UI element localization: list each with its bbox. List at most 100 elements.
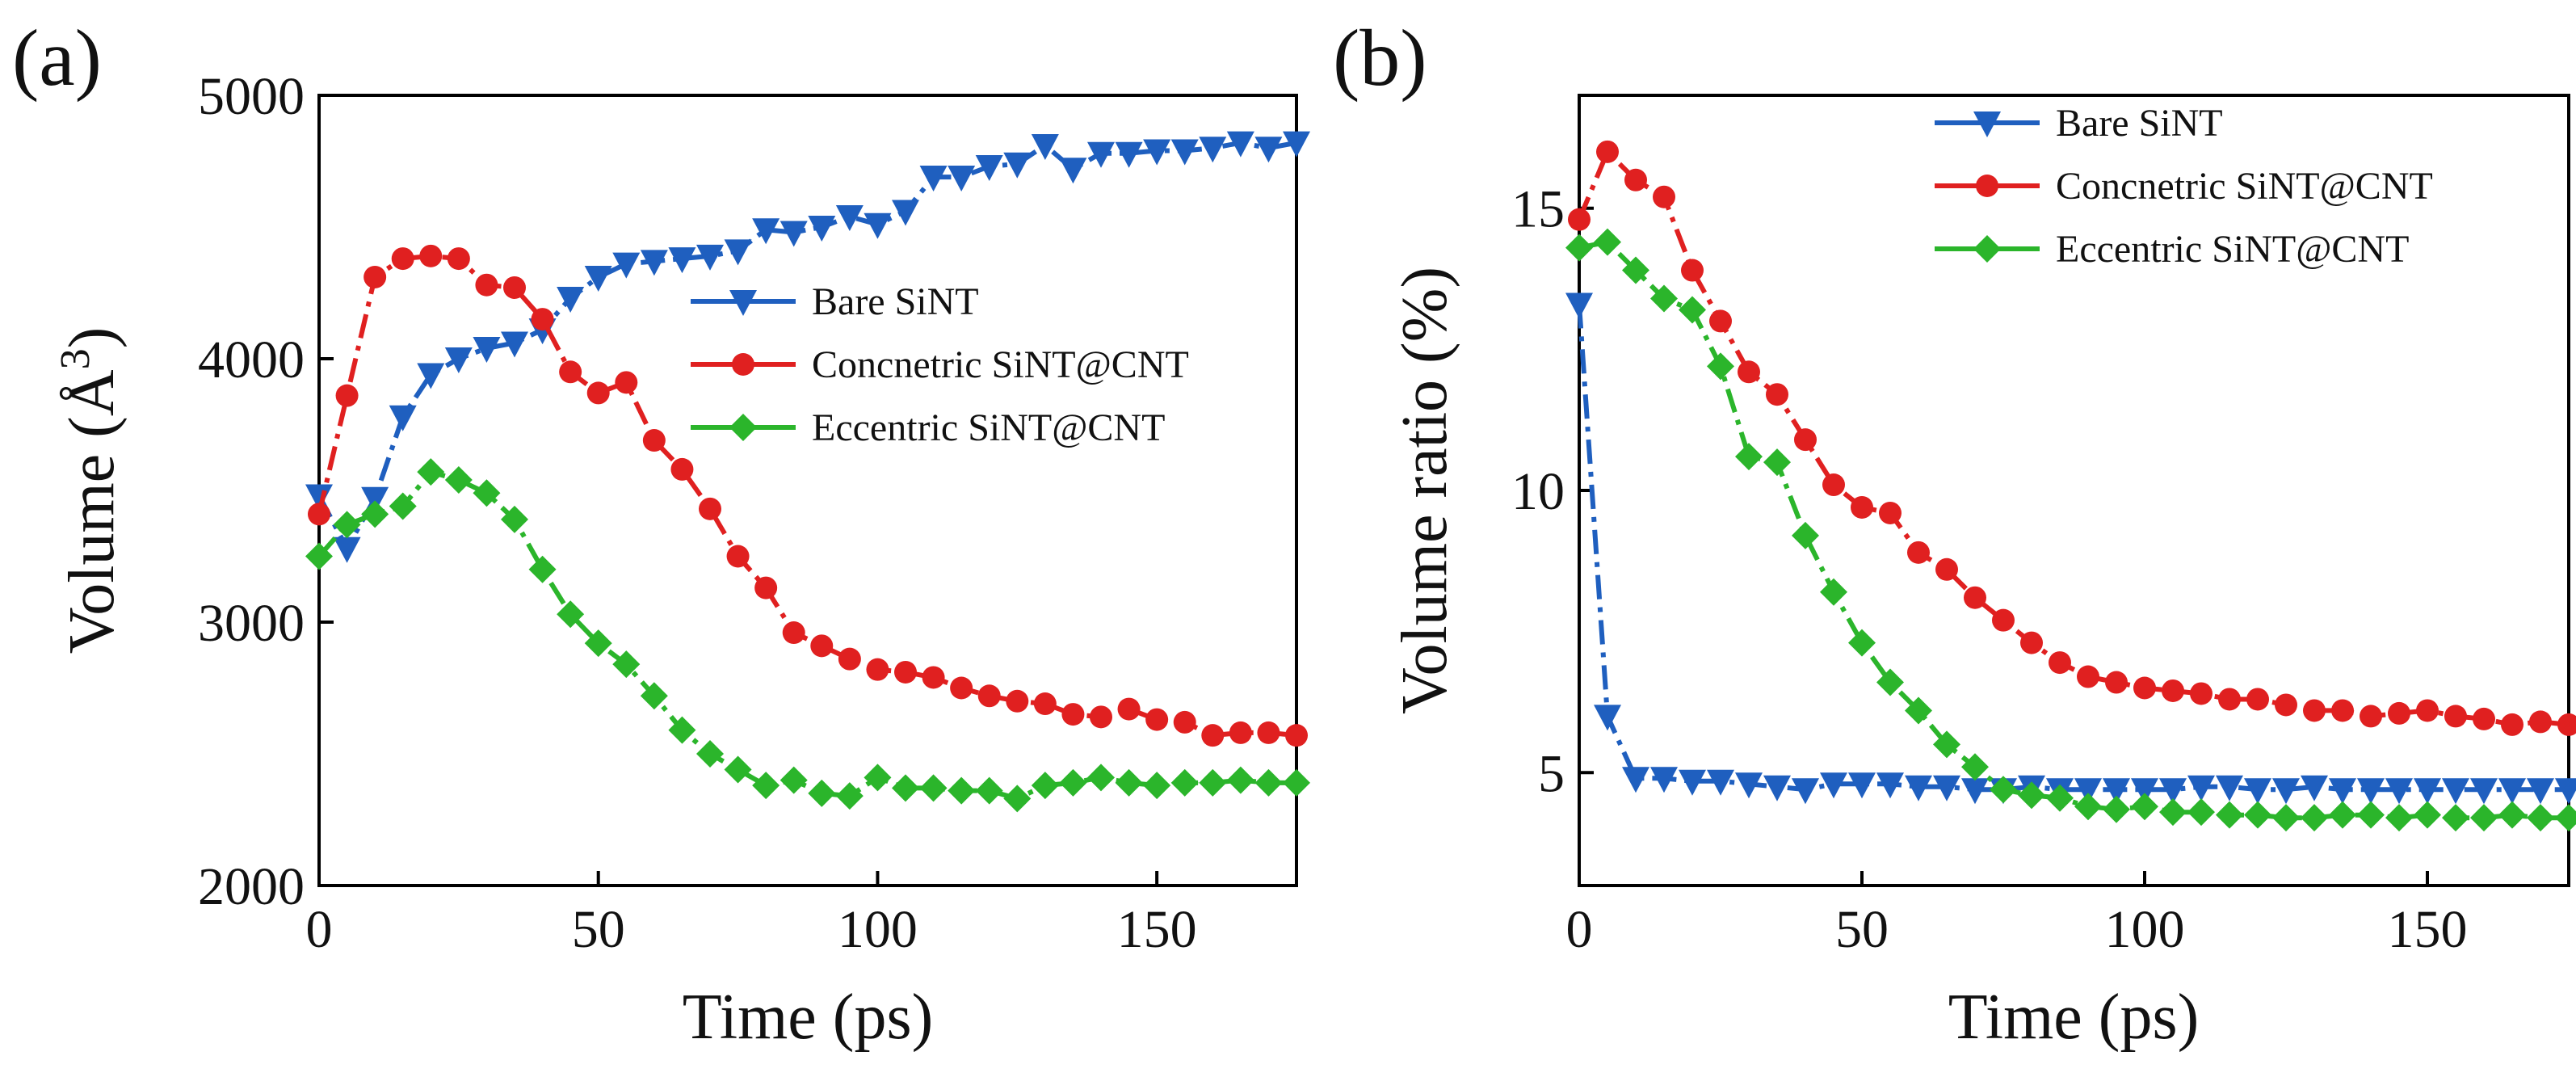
data-point	[2442, 804, 2469, 832]
data-point	[835, 204, 864, 231]
legend-label: Bare SiNT	[812, 280, 979, 323]
x-axis-label-b: Time (ps)	[1948, 982, 2199, 1053]
data-point	[586, 381, 610, 405]
y-tick-label: 4000	[198, 330, 305, 389]
legend-item-eccentric-sint-cnt: Eccentric SiNT@CNT	[691, 406, 1165, 449]
data-point	[1820, 772, 1847, 799]
data-point	[1059, 158, 1087, 184]
data-point	[1254, 768, 1283, 797]
series-line-eccentric-sint-cnt	[317, 469, 1296, 801]
data-point	[1594, 705, 1621, 731]
data-point	[2329, 778, 2356, 805]
data-point	[2216, 801, 2243, 829]
legend-label: Concnetric SiNT@CNT	[2056, 165, 2433, 208]
data-point	[2473, 707, 2495, 730]
data-point	[1990, 776, 2017, 804]
data-point	[2416, 699, 2439, 722]
data-point	[1087, 764, 1115, 792]
data-point	[724, 239, 752, 266]
data-point	[1933, 730, 1960, 759]
legend-label: Eccentric SiNT@CNT	[2056, 228, 2409, 271]
data-point	[444, 465, 473, 494]
data-point	[1622, 256, 1649, 284]
data-point	[308, 503, 330, 526]
data-point	[417, 363, 445, 389]
data-point	[2555, 804, 2576, 832]
data-point	[810, 634, 834, 658]
data-point	[1763, 775, 1791, 801]
data-point	[1565, 292, 1593, 319]
data-point	[557, 287, 585, 313]
y-tick-label: 10	[1511, 462, 1565, 521]
data-point	[2301, 804, 2328, 832]
data-point	[2049, 651, 2071, 675]
data-point	[2388, 701, 2410, 725]
data-point	[1624, 168, 1647, 191]
data-point	[1115, 768, 1143, 797]
data-point	[838, 647, 861, 671]
data-point	[559, 360, 582, 384]
legend-item-concnetric-sint-cnt: Concnetric SiNT@CNT	[1935, 165, 2433, 208]
legend-marker	[729, 290, 757, 316]
data-point	[1006, 689, 1029, 713]
data-point	[919, 166, 948, 192]
legend-item-bare-sint: Bare SiNT	[1935, 102, 2223, 145]
data-point	[1170, 139, 1199, 166]
data-point	[2414, 801, 2441, 829]
data-point	[668, 247, 696, 274]
data-point	[640, 682, 668, 710]
data-point	[473, 479, 501, 507]
data-point	[1254, 137, 1283, 163]
data-point	[2329, 801, 2356, 829]
data-point	[391, 247, 414, 271]
data-point	[2159, 798, 2187, 827]
series-b	[1565, 140, 2576, 832]
data-point	[333, 511, 361, 539]
data-point	[612, 252, 641, 279]
data-point	[1145, 708, 1169, 731]
data-point	[1229, 721, 1252, 744]
data-point	[503, 276, 526, 299]
y-tick-label: 2000	[198, 857, 305, 916]
data-point	[584, 265, 612, 292]
x-tick-label: 150	[1117, 900, 1197, 959]
data-point	[2190, 682, 2213, 705]
data-point	[2414, 778, 2441, 805]
data-point	[1961, 778, 1989, 805]
data-point	[1763, 448, 1791, 477]
data-point	[668, 716, 696, 744]
data-point	[1933, 775, 1960, 801]
data-point	[2218, 688, 2241, 711]
data-point	[2187, 775, 2215, 801]
data-point	[2557, 713, 2576, 736]
data-point	[444, 347, 473, 373]
data-point	[1735, 443, 1763, 471]
legend-marker	[732, 353, 754, 376]
data-point	[782, 621, 805, 645]
data-point	[1964, 586, 1986, 609]
data-point	[2301, 775, 2328, 801]
data-point	[975, 776, 1003, 805]
data-point	[2527, 804, 2554, 832]
data-point	[612, 650, 641, 679]
data-point	[1565, 233, 1593, 262]
x-tick-label: 50	[1835, 900, 1889, 959]
data-point	[1059, 768, 1087, 797]
data-point	[2357, 778, 2385, 805]
legend-item-bare-sint: Bare SiNT	[691, 280, 979, 323]
x-tick-label: 50	[572, 900, 625, 959]
legend-a: Bare SiNT Concnetric SiNT@CNT Eccentric Si…	[691, 280, 1189, 449]
data-point	[1848, 772, 1876, 799]
data-point	[1170, 768, 1199, 797]
data-point	[2303, 699, 2326, 722]
data-point	[2131, 793, 2158, 821]
y-tick-label: 3000	[198, 594, 305, 653]
data-point	[2105, 671, 2128, 694]
data-point	[864, 212, 892, 239]
data-point	[2074, 793, 2102, 821]
data-point	[1568, 208, 1591, 231]
plot-frame-a	[317, 94, 1298, 887]
x-axis-label-a: Time (ps)	[683, 982, 933, 1053]
legend-label: Concnetric SiNT@CNT	[812, 343, 1189, 386]
